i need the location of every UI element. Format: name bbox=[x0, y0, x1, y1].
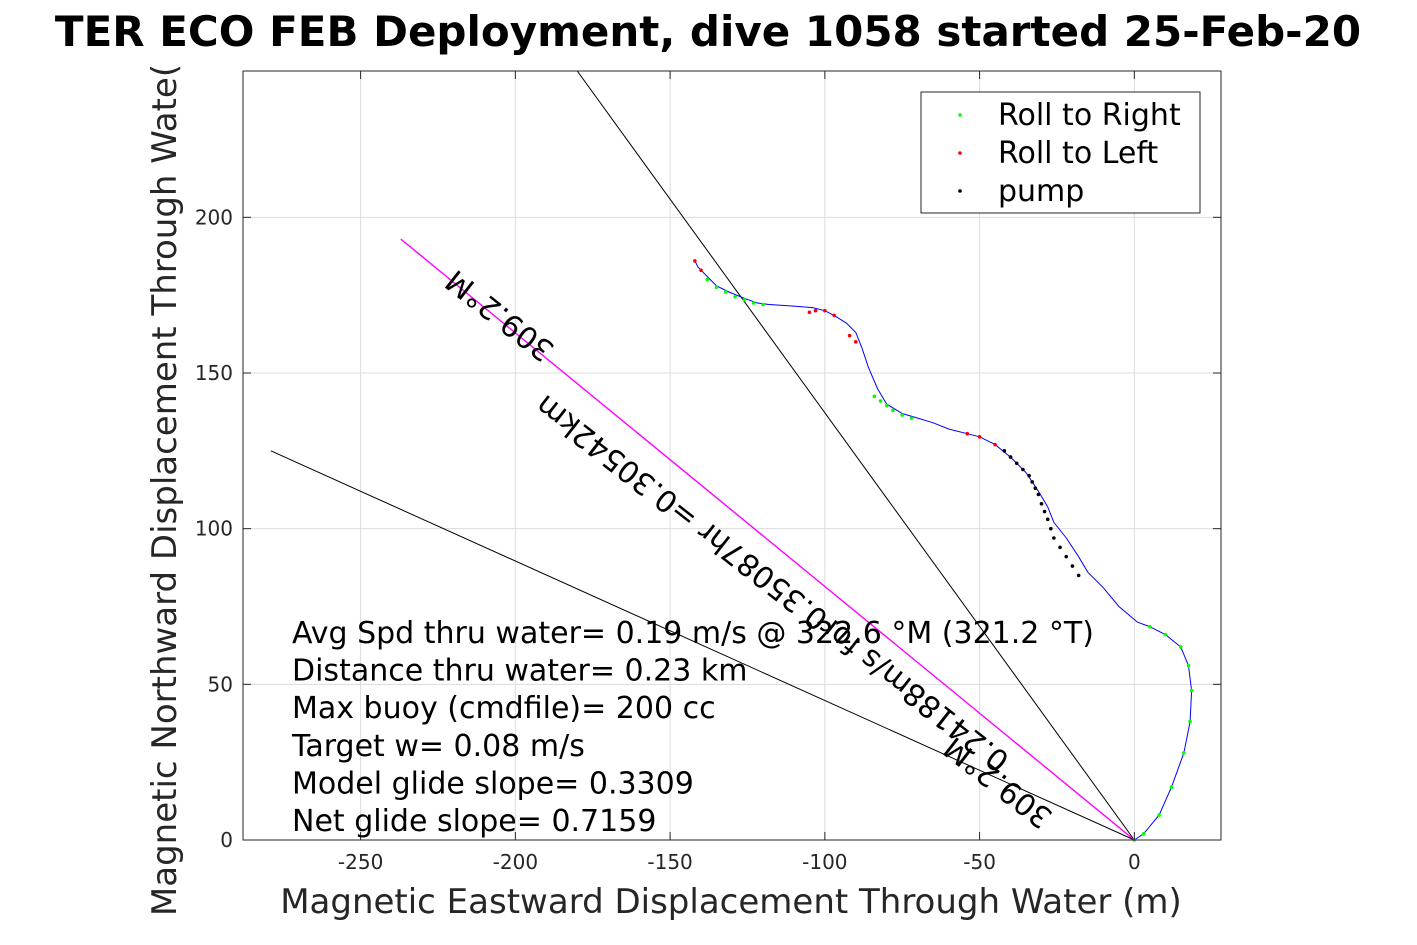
legend-marker-roll-left bbox=[958, 151, 962, 155]
roll-right-point bbox=[1157, 813, 1161, 817]
roll-left-point bbox=[965, 431, 970, 436]
roll-left-point bbox=[977, 435, 982, 439]
roll-right-point bbox=[884, 403, 889, 408]
pump-point bbox=[1002, 449, 1007, 453]
reference-line bbox=[270, 450, 1135, 840]
pump-point bbox=[1058, 545, 1062, 550]
reference-lines bbox=[270, 71, 1135, 840]
roll-right-point bbox=[733, 294, 737, 299]
chart-title: TER ECO FEB Deployment, dive 1058 starte… bbox=[55, 7, 1361, 56]
roll-left-point bbox=[699, 268, 703, 273]
legend-marker-roll-right bbox=[958, 113, 962, 117]
stats-line: Distance thru water= 0.23 km bbox=[292, 654, 747, 689]
reference-line bbox=[400, 238, 1135, 840]
roll-left-point bbox=[693, 259, 697, 263]
legend-label-roll-right: Roll to Right bbox=[998, 98, 1181, 133]
stats-line: Target w= 0.08 m/s bbox=[291, 729, 585, 764]
x-tick-label: -100 bbox=[802, 850, 847, 874]
reference-line bbox=[576, 71, 1135, 840]
axis-ticks: -250 -200 -150 -100 -50 0 0 50 100 150 200 bbox=[195, 71, 1221, 874]
roll-right-point bbox=[878, 399, 883, 403]
pump-point bbox=[1033, 486, 1038, 490]
roll-right-point bbox=[724, 290, 728, 294]
pump-point bbox=[1027, 473, 1031, 478]
roll-right-point bbox=[1148, 624, 1152, 629]
stats-text: Avg Spd thru water= 0.19 m/s @ 322.6 °M … bbox=[291, 616, 1094, 839]
roll-left-point bbox=[853, 340, 858, 344]
roll-right-point bbox=[751, 301, 756, 305]
roll-right-point bbox=[705, 277, 710, 282]
y-axis-label: Magnetic Northward Displacement Through … bbox=[145, 64, 185, 916]
pump-point bbox=[1052, 536, 1056, 540]
pump-point bbox=[1021, 467, 1025, 472]
pump-point bbox=[1048, 526, 1053, 531]
roll-right-point bbox=[1182, 751, 1186, 755]
roll-right-point bbox=[909, 416, 914, 420]
roll-right-point bbox=[1188, 719, 1192, 724]
pump-point bbox=[1030, 480, 1035, 484]
legend-label-roll-left: Roll to Left bbox=[998, 136, 1158, 171]
roll-right-point bbox=[1141, 831, 1146, 836]
stats-line: Avg Spd thru water= 0.19 m/s @ 322.6 °M … bbox=[292, 616, 1094, 651]
x-tick-label: -150 bbox=[647, 850, 692, 874]
y-tick-label: 200 bbox=[195, 205, 233, 229]
roll-right-point bbox=[742, 298, 747, 302]
pump-point bbox=[1036, 492, 1041, 497]
pump-point bbox=[1064, 554, 1069, 559]
roll-right-point bbox=[1163, 632, 1168, 637]
pump-point bbox=[1070, 564, 1075, 568]
stats-line: Max buoy (cmdfile)= 200 cc bbox=[292, 691, 716, 726]
pump-point bbox=[1008, 455, 1013, 459]
roll-right-point bbox=[1186, 663, 1191, 668]
legend-label-pump: pump bbox=[998, 174, 1084, 209]
roll-left-point bbox=[813, 308, 818, 313]
roll-right-point bbox=[872, 394, 877, 399]
y-tick-label: 100 bbox=[195, 517, 233, 541]
legend-box bbox=[920, 91, 1201, 214]
pump-point bbox=[1039, 501, 1044, 506]
y-tick-label: 0 bbox=[220, 828, 233, 852]
roll-right-point bbox=[1189, 688, 1194, 693]
roll-right-point bbox=[714, 285, 719, 290]
pump-point bbox=[1045, 517, 1050, 522]
x-tick-label: 0 bbox=[1128, 850, 1141, 874]
roll-right-point bbox=[1169, 785, 1174, 789]
roll-right-point bbox=[891, 408, 895, 413]
x-tick-label: -250 bbox=[338, 850, 383, 874]
x-axis-label: Magnetic Eastward Displacement Through W… bbox=[280, 882, 1182, 922]
roll-right-point bbox=[1178, 645, 1183, 649]
roll-left-point bbox=[993, 442, 997, 447]
pump-point bbox=[1076, 573, 1081, 578]
legend-marker-pump bbox=[958, 189, 962, 193]
pump-point bbox=[1014, 461, 1019, 466]
stats-line: Model glide slope= 0.3309 bbox=[292, 766, 694, 801]
y-tick-label: 50 bbox=[208, 672, 233, 696]
axes-box bbox=[242, 70, 1222, 841]
points-layer bbox=[693, 259, 1194, 842]
roll-left-point bbox=[832, 313, 836, 318]
y-tick-label: 150 bbox=[195, 361, 233, 385]
x-tick-label: -200 bbox=[493, 850, 538, 874]
x-tick-label: -50 bbox=[963, 850, 996, 874]
legend: Roll to Right Roll to Left pump bbox=[920, 91, 1201, 214]
roll-left-point bbox=[823, 308, 827, 313]
roll-right-point bbox=[900, 413, 905, 417]
pump-point bbox=[1042, 509, 1047, 514]
stats-line: Net glide slope= 0.7159 bbox=[292, 804, 656, 839]
roll-right-point bbox=[761, 302, 765, 307]
roll-left-point bbox=[807, 310, 812, 315]
roll-left-point bbox=[847, 333, 852, 338]
